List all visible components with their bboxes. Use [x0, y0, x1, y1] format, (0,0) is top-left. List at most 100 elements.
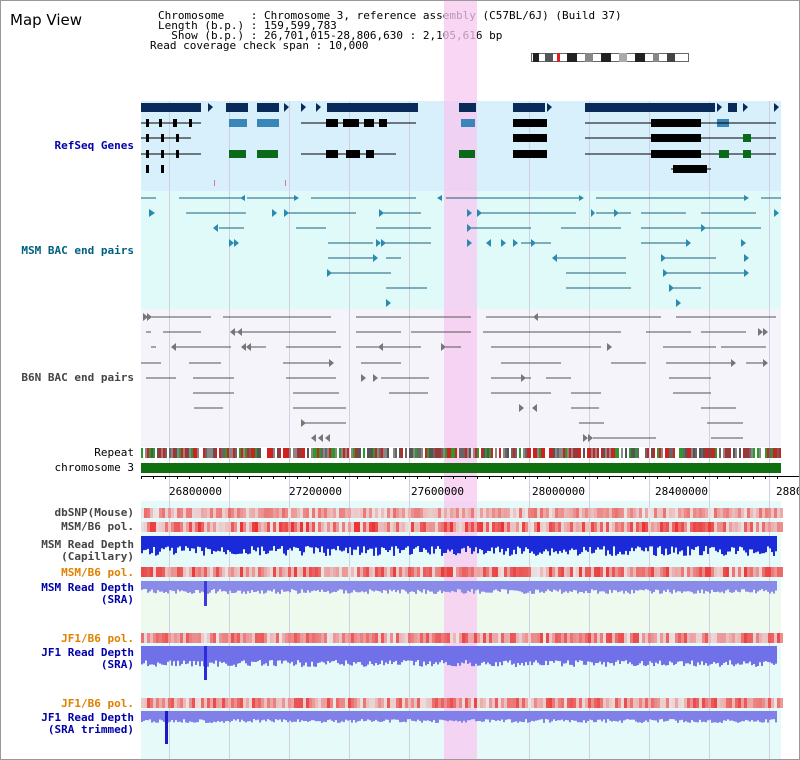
depth-bar — [339, 581, 341, 590]
dbsnp-track[interactable] — [141, 508, 783, 518]
depth-bar — [713, 536, 715, 548]
polymorphism-cell — [672, 508, 675, 518]
selection-highlight[interactable] — [444, 1, 477, 759]
polymorphism-cell — [579, 508, 582, 518]
repeat-block — [197, 448, 199, 458]
depth-bar — [409, 646, 411, 661]
depth-bar — [463, 646, 465, 664]
polymorphism-cell — [498, 508, 501, 518]
depth-bar — [751, 536, 753, 550]
b6n-bac-track[interactable] — [1, 1, 800, 451]
repeat-block — [559, 448, 561, 458]
depth-bar — [413, 711, 415, 721]
polymorphism-cell — [159, 633, 162, 643]
depth-bar — [157, 646, 159, 663]
depth-bar — [519, 711, 521, 722]
depth-bar — [331, 711, 333, 721]
msm-b6-pol-track-2[interactable] — [141, 567, 783, 577]
polymorphism-cell — [219, 522, 222, 532]
depth-bar — [571, 581, 573, 592]
polymorphism-cell — [723, 522, 726, 532]
depth-bar — [199, 711, 201, 720]
depth-bar — [605, 581, 607, 594]
depth-bar — [681, 711, 683, 720]
msm-depth-capillary-track[interactable] — [141, 536, 781, 558]
depth-bar — [365, 536, 367, 554]
depth-bar — [521, 646, 523, 663]
jf1-b6-pol-track-1[interactable] — [141, 633, 783, 643]
depth-bar — [667, 536, 669, 555]
depth-bar — [599, 711, 601, 720]
jf1-depth-sra-track[interactable] — [141, 646, 781, 681]
polymorphism-cell — [330, 567, 333, 577]
repeat-block — [587, 448, 589, 458]
polymorphism-cell — [540, 508, 543, 518]
msm-depth-sra-track[interactable] — [141, 581, 781, 607]
polymorphism-cell — [459, 522, 462, 532]
depth-bar — [355, 646, 357, 664]
polymorphism-cell — [144, 522, 147, 532]
depth-bar — [453, 646, 455, 666]
msm-bac-track[interactable] — [1, 1, 800, 321]
depth-bar — [643, 646, 645, 666]
msm-b6-pol-label-2: MSM/B6 pol. — [61, 566, 134, 579]
depth-bar — [197, 646, 199, 662]
msm-b6-pol-track-1[interactable] — [141, 522, 783, 532]
depth-bar — [467, 646, 469, 664]
chromosome-ideogram[interactable] — [531, 53, 689, 62]
chromosome-bar[interactable] — [141, 463, 781, 473]
depth-bar — [381, 711, 383, 722]
depth-bar — [553, 711, 555, 720]
polymorphism-cell — [552, 633, 555, 643]
depth-bar — [645, 646, 647, 667]
depth-bar — [223, 581, 225, 591]
depth-bar — [281, 711, 283, 722]
depth-bar — [559, 581, 561, 590]
polymorphism-cell — [633, 567, 636, 577]
depth-bar — [539, 711, 541, 720]
depth-bar — [687, 711, 689, 723]
polymorphism-cell — [414, 633, 417, 643]
polymorphism-cell — [216, 698, 219, 708]
depth-bar — [261, 646, 263, 666]
jf1-b6-pol-track-2[interactable] — [141, 698, 783, 708]
depth-bar — [713, 581, 715, 592]
polymorphism-cell — [372, 633, 375, 643]
depth-bar — [671, 646, 673, 663]
polymorphism-cell — [585, 508, 588, 518]
polymorphism-cell — [297, 522, 300, 532]
polymorphism-cell — [144, 567, 147, 577]
repeat-block — [285, 448, 287, 458]
axis-tick — [297, 476, 298, 479]
repeat-track[interactable] — [141, 448, 781, 458]
depth-bar — [613, 536, 615, 547]
polymorphism-cell — [147, 698, 150, 708]
depth-bar — [591, 536, 593, 554]
polymorphism-cell — [312, 633, 315, 643]
depth-bar — [587, 711, 589, 722]
polymorphism-cell — [312, 522, 315, 532]
axis-tick — [621, 476, 622, 479]
refseq-genes-track[interactable] — [1, 1, 800, 201]
depth-bar — [207, 536, 209, 549]
depth-bar — [695, 536, 697, 548]
polymorphism-cell — [549, 508, 552, 518]
depth-bar — [573, 711, 575, 721]
depth-bar — [393, 646, 395, 662]
polymorphism-cell — [627, 567, 630, 577]
tick-label: 27600000 — [411, 485, 464, 498]
depth-bar — [435, 646, 437, 663]
repeat-block — [211, 448, 213, 458]
depth-bar — [181, 536, 183, 551]
depth-bar — [571, 646, 573, 665]
polymorphism-cell — [255, 698, 258, 708]
depth-bar — [477, 646, 479, 666]
depth-bar — [143, 536, 145, 551]
depth-bar — [249, 711, 251, 722]
depth-bar — [649, 646, 651, 662]
polymorphism-cell — [414, 698, 417, 708]
polymorphism-cell — [192, 567, 195, 577]
jf1-depth-trimmed-track[interactable] — [141, 711, 781, 746]
depth-bar — [679, 581, 681, 592]
depth-bar — [709, 581, 711, 594]
